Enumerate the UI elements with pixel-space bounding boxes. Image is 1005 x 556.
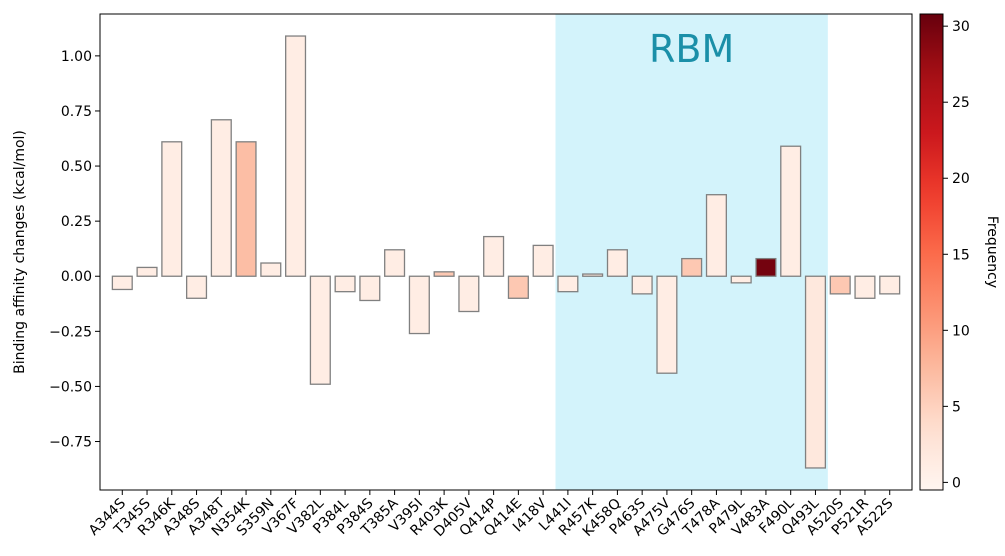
bar	[483, 235, 505, 277]
bar	[532, 244, 554, 277]
bar	[705, 194, 727, 277]
y-tick-label: −0.75	[49, 435, 92, 451]
bar	[829, 275, 851, 295]
bar	[334, 275, 356, 293]
bar	[384, 249, 406, 277]
colorbar	[919, 13, 944, 491]
colorbar-label: Frequency	[984, 216, 1000, 288]
bar	[780, 145, 802, 277]
y-tick-label: −0.25	[49, 324, 92, 340]
colorbar-tick-label: 0	[952, 475, 961, 491]
y-tick-label: 0.50	[61, 159, 92, 175]
colorbar-tick-label: 5	[952, 399, 961, 415]
region-label: RBM	[649, 27, 734, 71]
colorbar-tick-label: 30	[952, 19, 970, 35]
colorbar-tick-label: 10	[952, 323, 970, 339]
bar	[582, 273, 604, 277]
bar	[136, 266, 158, 277]
colorbar-tick-label: 15	[952, 247, 970, 263]
bar	[557, 275, 579, 293]
bar	[408, 275, 430, 335]
bar	[111, 275, 133, 291]
y-tick-label: 0.25	[61, 214, 92, 230]
y-tick-label: 1.00	[61, 49, 92, 65]
bar	[210, 119, 232, 277]
bar	[185, 275, 208, 299]
bar	[458, 275, 480, 313]
bar	[285, 35, 307, 277]
bar	[260, 262, 282, 277]
y-axis-label: Binding affinity changes (kcal/mol)	[12, 130, 28, 374]
bar	[507, 275, 529, 299]
bar	[730, 275, 752, 284]
bar	[755, 257, 777, 277]
bar	[681, 257, 703, 277]
y-tick-label: 0.75	[61, 104, 92, 120]
bar	[606, 249, 628, 277]
bar	[359, 275, 381, 302]
bar	[656, 275, 678, 374]
colorbar-tick-label: 25	[952, 95, 970, 111]
y-tick-label: 0.00	[61, 269, 92, 285]
colorbar-tick-label: 20	[952, 171, 970, 187]
bar	[433, 271, 455, 277]
bar	[309, 275, 331, 385]
plot-frame	[99, 13, 913, 491]
bar	[631, 275, 653, 295]
bar	[161, 141, 183, 277]
bar	[854, 275, 876, 299]
bar	[804, 275, 827, 469]
bar	[235, 141, 257, 277]
y-tick-label: −0.50	[49, 379, 92, 395]
bar	[879, 275, 901, 295]
